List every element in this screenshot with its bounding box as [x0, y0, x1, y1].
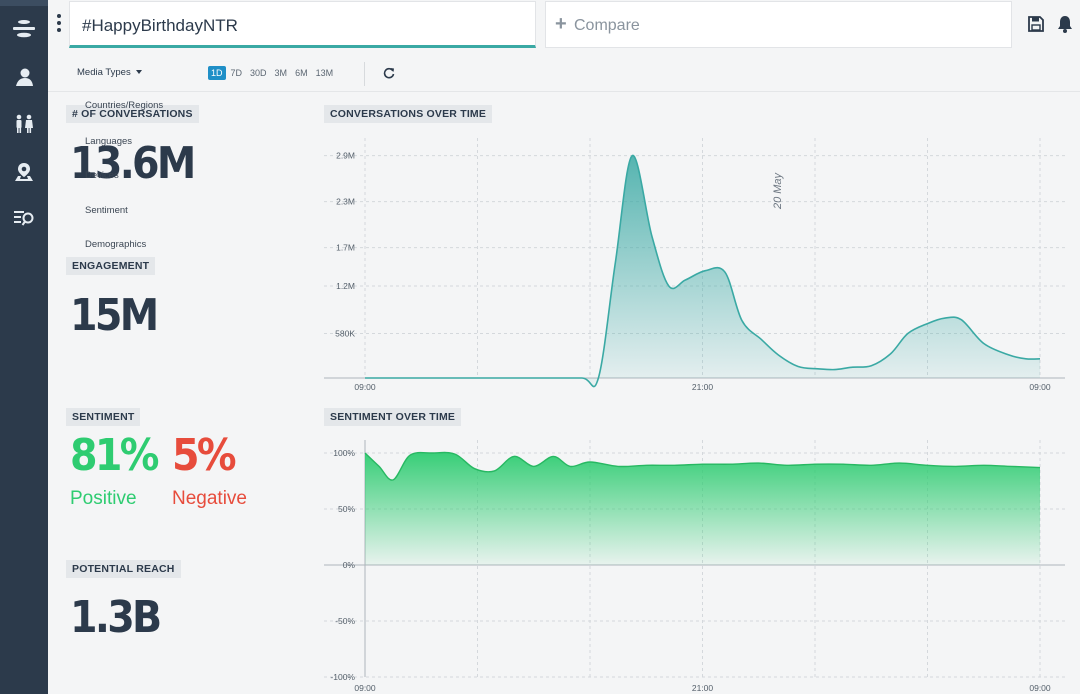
sidebar-top-strip [0, 0, 48, 6]
conversations-over-time-chart: 2.9M 2.3M 1.7M 1.2M 580K 09:00 21:00 09:00 20 Ma… [324, 138, 1065, 392]
save-icon[interactable] [1028, 16, 1044, 32]
potential-reach-value: 1.3B [70, 592, 162, 643]
query-text: #HappyBirthdayNTR [82, 16, 238, 35]
user-icon[interactable] [9, 62, 39, 92]
x-tick-label: 21:00 [692, 683, 714, 693]
plus-icon: + [555, 13, 567, 35]
y-tick-label: 50% [338, 504, 355, 514]
top-bar: #HappyBirthdayNTR + Compare [48, 0, 1080, 56]
y-tick-label: 0% [343, 560, 356, 570]
menu-item-devices[interactable]: Devices [85, 170, 119, 181]
kebab-menu-icon[interactable] [56, 14, 62, 34]
menu-item-languages[interactable]: Languages [85, 136, 133, 147]
media-types-dropdown[interactable]: Media Types [77, 67, 142, 78]
y-tick-label: 100% [333, 448, 355, 458]
y-tick-label: -50% [335, 616, 355, 626]
menu-item-demographics[interactable]: Demographics [85, 239, 147, 250]
search-list-icon[interactable] [9, 203, 39, 233]
conversations-chart-title: CONVERSATIONS OVER TIME [324, 105, 493, 123]
y-tick-label: 1.2M [336, 281, 355, 291]
conversations-label: # OF CONVERSATIONS [66, 105, 199, 123]
range-30d[interactable]: 30D [250, 68, 267, 78]
engagement-label: ENGAGEMENT [66, 257, 156, 275]
media-types-label: Media Types [77, 67, 131, 78]
range-7d[interactable]: 7D [230, 68, 243, 78]
positive-value: 81% [70, 430, 159, 481]
y-tick-label: 1.7M [336, 243, 355, 253]
bell-icon[interactable] [1057, 15, 1073, 33]
people-icon[interactable] [9, 109, 39, 139]
x-tick-label: 21:00 [692, 382, 714, 392]
conversations-value: 13.6M [70, 138, 196, 189]
conversations-area [365, 155, 1040, 387]
filter-bar: Media Types 1D 7D 30D 3M 6M 13M [48, 56, 1080, 92]
location-icon[interactable] [9, 157, 39, 187]
sentiment-label: SENTIMENT [66, 408, 141, 426]
sentiment-chart-title: SENTIMENT OVER TIME [324, 408, 462, 426]
range-1d[interactable]: 1D [208, 66, 226, 80]
negative-label: Negative [172, 488, 247, 509]
menu-item-countries[interactable]: Countries/Regions [85, 100, 164, 111]
compare-input[interactable]: + Compare [545, 1, 1012, 48]
x-tick-label: 09:00 [354, 382, 376, 392]
sidebar [0, 0, 48, 694]
time-range-selector: 1D 7D 30D 3M 6M 13M [208, 66, 336, 80]
y-tick-label: -100% [330, 672, 355, 682]
y-tick-label: 2.3M [336, 197, 355, 207]
range-3m[interactable]: 3M [274, 68, 288, 78]
divider [364, 62, 365, 86]
range-6m[interactable]: 6M [295, 68, 308, 78]
x-tick-label: 09:00 [1029, 683, 1051, 693]
y-tick-label: 580K [335, 329, 355, 339]
caret-down-icon [135, 70, 142, 75]
compare-label: Compare [574, 17, 640, 34]
sentiment-over-time-chart: 100%50%0%-50%-100%09:00 21:00 09:00 [324, 440, 1065, 693]
date-annotation: 20 May [772, 171, 784, 210]
x-tick-label: 09:00 [1029, 382, 1051, 392]
sentiment-area [365, 452, 1040, 565]
menu-item-sentiment[interactable]: Sentiment [85, 205, 128, 216]
range-13m[interactable]: 13M [315, 68, 334, 78]
engagement-value: 15M [70, 290, 159, 341]
negative-value: 5% [172, 430, 237, 481]
positive-label: Positive [70, 488, 137, 509]
sentiment-line [364, 451, 1041, 481]
refresh-icon[interactable] [383, 66, 395, 79]
query-input[interactable]: #HappyBirthdayNTR [69, 1, 536, 48]
menu-icon[interactable] [9, 14, 39, 44]
y-tick-label: 2.9M [336, 151, 355, 161]
x-tick-label: 09:00 [354, 683, 376, 693]
potential-reach-label: POTENTIAL REACH [66, 560, 181, 578]
conversations-line [364, 154, 1041, 388]
